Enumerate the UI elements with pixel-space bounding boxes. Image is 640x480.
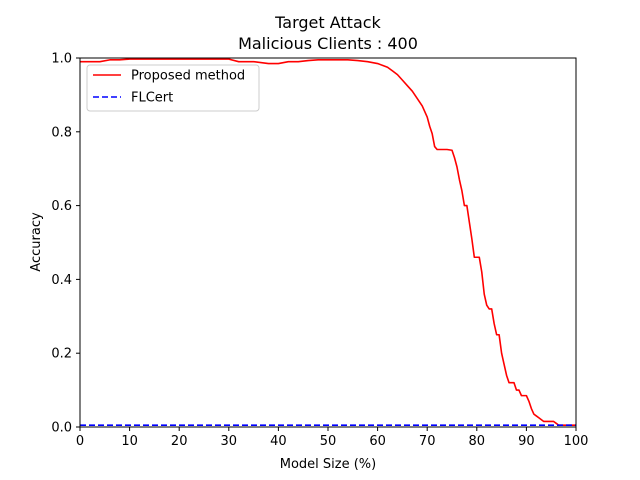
y-axis-label: Accuracy xyxy=(29,212,44,272)
x-tick-label: 70 xyxy=(419,434,436,449)
x-tick-label: 90 xyxy=(518,434,535,449)
legend-box xyxy=(86,64,260,112)
x-tick-label: 40 xyxy=(270,434,287,449)
x-tick-label: 50 xyxy=(320,434,337,449)
y-tick-label: 0.0 xyxy=(51,421,72,436)
x-axis-label: Model Size (%) xyxy=(280,457,376,472)
legend-label: Proposed method xyxy=(131,69,245,84)
x-axis: 0 10 20 30 40 50 60 70 80 90 100 xyxy=(76,427,589,449)
x-tick-label: 20 xyxy=(171,434,188,449)
y-axis: 0.0 0.2 0.4 0.6 0.8 1.0 xyxy=(51,52,80,436)
y-tick-label: 1.0 xyxy=(51,52,72,67)
x-tick-label: 60 xyxy=(369,434,386,449)
series-layer xyxy=(80,58,576,426)
y-tick-label: 0.8 xyxy=(51,125,72,140)
x-tick-label: 0 xyxy=(76,434,84,449)
legend-label: FLCert xyxy=(131,91,173,106)
chart-subtitle: Malicious Clients : 400 xyxy=(238,34,418,53)
chart-title: Target Attack xyxy=(274,13,381,32)
x-tick-label: 100 xyxy=(564,434,589,449)
x-tick-label: 80 xyxy=(469,434,486,449)
series-line-1 xyxy=(80,58,576,426)
y-tick-label: 0.2 xyxy=(51,347,72,362)
x-tick-label: 30 xyxy=(221,434,238,449)
legend: Proposed method FLCert xyxy=(86,64,260,112)
y-tick-label: 0.6 xyxy=(51,199,72,214)
y-tick-label: 0.4 xyxy=(51,273,72,288)
x-tick-label: 10 xyxy=(121,434,138,449)
